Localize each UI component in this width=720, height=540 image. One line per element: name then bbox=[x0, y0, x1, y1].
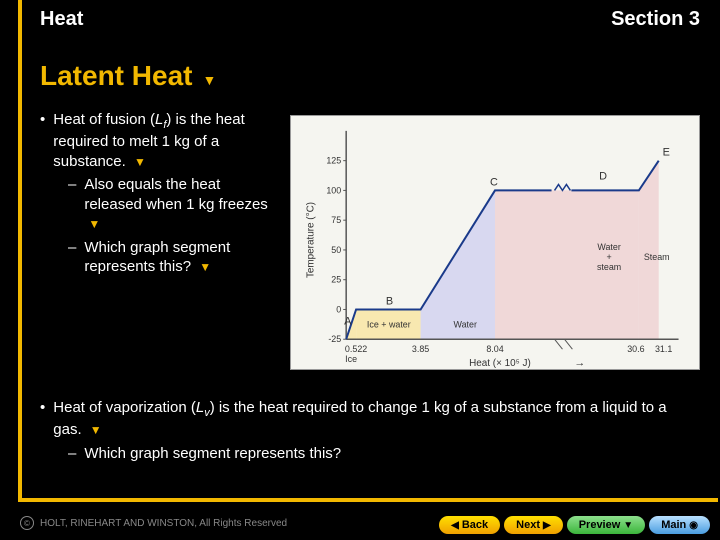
text-pre: Heat of fusion ( bbox=[53, 111, 155, 128]
chevron-down-icon: ▼ bbox=[623, 520, 633, 531]
svg-text:Water: Water bbox=[454, 319, 477, 329]
region-water bbox=[421, 190, 495, 339]
next-button[interactable]: Next ▶ bbox=[504, 516, 563, 534]
axis-break bbox=[564, 339, 572, 349]
svg-text:A: A bbox=[344, 315, 352, 327]
preview-button[interactable]: Preview ▼ bbox=[567, 516, 646, 534]
header-section: Section 3 bbox=[611, 8, 700, 31]
back-label: Back bbox=[462, 519, 488, 531]
svg-text:E: E bbox=[663, 147, 670, 159]
svg-text:Water: Water bbox=[597, 242, 620, 252]
svg-text:B: B bbox=[386, 296, 393, 308]
subbullet-text: Which graph segment represents this? bbox=[84, 444, 341, 464]
svg-text:75: 75 bbox=[331, 215, 341, 225]
svg-text:-25: -25 bbox=[328, 334, 341, 344]
circle-icon: ◉ bbox=[689, 520, 698, 531]
svg-text:D: D bbox=[599, 170, 607, 182]
header-topic: Heat bbox=[40, 8, 83, 31]
svg-text:3.85: 3.85 bbox=[412, 344, 429, 354]
slide-title: Latent Heat bbox=[40, 60, 192, 92]
expand-icon: ▼ bbox=[199, 260, 211, 274]
subbullet-text: Which graph segment represents this? ▼ bbox=[84, 238, 280, 277]
svg-text:0: 0 bbox=[336, 304, 341, 314]
title-row: Latent Heat ▼ bbox=[40, 60, 216, 92]
x-ticks: 0.522 3.85 8.04 30.6 31.1 bbox=[345, 344, 672, 354]
copyright: © HOLT, RINEHART AND WINSTON, All Rights… bbox=[20, 516, 287, 530]
expand-icon: ▼ bbox=[90, 423, 102, 437]
expand-icon: ▼ bbox=[202, 72, 216, 88]
svg-text:0.522: 0.522 bbox=[345, 344, 367, 354]
bullet-marker: • bbox=[40, 110, 45, 171]
svg-text:100: 100 bbox=[326, 185, 341, 195]
heating-curve-chart: -25 0 25 50 75 100 125 0.522 3.85 8.04 3… bbox=[290, 115, 700, 370]
back-button[interactable]: ◀ Back bbox=[439, 516, 500, 534]
bullet-fusion-text: Heat of fusion (Lf) is the heat required… bbox=[53, 110, 280, 171]
preview-label: Preview bbox=[579, 519, 621, 531]
text: Also equals the heat released when 1 kg … bbox=[84, 176, 267, 213]
copyright-text: HOLT, RINEHART AND WINSTON, All Rights R… bbox=[40, 518, 287, 529]
expand-icon: ▼ bbox=[88, 217, 100, 231]
svg-text:Ice: Ice bbox=[345, 354, 357, 364]
content-lower: • Heat of vaporization (Lv) is the heat … bbox=[40, 398, 680, 467]
x-label: Heat (× 10⁵ J) bbox=[469, 358, 531, 369]
text-var: L bbox=[196, 399, 204, 416]
svg-text:25: 25 bbox=[331, 275, 341, 285]
border-bottom bbox=[18, 498, 718, 502]
svg-text:30.6: 30.6 bbox=[627, 344, 644, 354]
copyright-icon: © bbox=[20, 516, 34, 530]
break-mark bbox=[555, 184, 571, 190]
chevron-right-icon: ▶ bbox=[543, 520, 551, 531]
text-pre: Heat of vaporization ( bbox=[53, 399, 196, 416]
svg-text:8.04: 8.04 bbox=[486, 344, 503, 354]
svg-text:steam: steam bbox=[597, 262, 621, 272]
content-left: • Heat of fusion (Lf) is the heat requir… bbox=[40, 110, 280, 281]
bullet-vaporization: • Heat of vaporization (Lv) is the heat … bbox=[40, 398, 680, 440]
bullet-marker: • bbox=[40, 398, 45, 440]
main-button[interactable]: Main ◉ bbox=[649, 516, 710, 534]
svg-text:C: C bbox=[490, 176, 498, 188]
svg-text:50: 50 bbox=[331, 245, 341, 255]
subbullet-text: Also equals the heat released when 1 kg … bbox=[84, 175, 280, 234]
expand-icon: ▼ bbox=[134, 155, 146, 169]
bullet-marker: – bbox=[68, 444, 76, 464]
subbullet-freezes: – Also equals the heat released when 1 k… bbox=[68, 175, 280, 234]
svg-text:Ice + water: Ice + water bbox=[367, 319, 411, 329]
main-label: Main bbox=[661, 519, 686, 531]
bullet-marker: – bbox=[68, 175, 76, 234]
slide: Heat Section 3 Latent Heat ▼ • Heat of f… bbox=[0, 0, 720, 540]
x-arrow: → bbox=[574, 357, 585, 369]
axis-break bbox=[555, 339, 563, 349]
bullet-marker: – bbox=[68, 238, 76, 277]
border-left bbox=[18, 0, 22, 498]
header: Heat Section 3 bbox=[40, 8, 700, 31]
bullet-fusion: • Heat of fusion (Lf) is the heat requir… bbox=[40, 110, 280, 171]
subbullet-which2: – Which graph segment represents this? bbox=[68, 444, 680, 464]
svg-text:125: 125 bbox=[326, 156, 341, 166]
svg-text:Steam: Steam bbox=[644, 252, 670, 262]
svg-text:+: + bbox=[606, 252, 611, 262]
chart-svg: -25 0 25 50 75 100 125 0.522 3.85 8.04 3… bbox=[291, 116, 699, 369]
next-label: Next bbox=[516, 519, 540, 531]
svg-text:31.1: 31.1 bbox=[655, 344, 672, 354]
y-label: Temperature (°C) bbox=[305, 202, 316, 278]
subbullet-which1: – Which graph segment represents this? ▼ bbox=[68, 238, 280, 277]
chevron-left-icon: ◀ bbox=[451, 520, 459, 531]
nav-buttons: ◀ Back Next ▶ Preview ▼ Main ◉ bbox=[439, 516, 710, 534]
bullet-vaporization-text: Heat of vaporization (Lv) is the heat re… bbox=[53, 398, 680, 440]
